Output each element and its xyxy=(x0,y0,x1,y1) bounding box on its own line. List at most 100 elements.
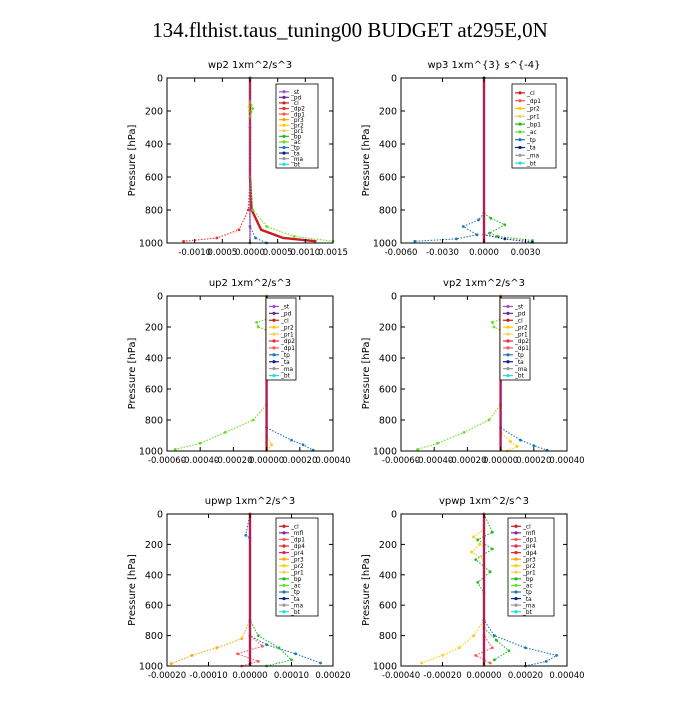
series-point-dp1 xyxy=(261,644,264,648)
series-point-pr2 xyxy=(457,646,461,650)
legend-label: _pr1 xyxy=(526,115,540,121)
series-line-pr2 xyxy=(248,78,251,243)
legend-marker-ta xyxy=(506,360,510,364)
x-tick-label: -0.00020 xyxy=(148,671,186,681)
legend-label: _cl xyxy=(290,524,299,530)
series-point-ac xyxy=(173,448,177,451)
legend-marker-tp xyxy=(272,353,276,357)
legend-marker-pr2 xyxy=(518,106,522,111)
series-point-tp xyxy=(244,533,248,537)
legend-label: _cl xyxy=(514,318,523,324)
legend: _cl_mfl_dp1_pr4_dp4_pr3_pr2_pr1_bp_ac_tp… xyxy=(507,517,555,617)
legend-marker-cl xyxy=(282,524,286,528)
legend-marker-bt xyxy=(282,162,286,166)
y-axis-label: Pressure [hPa] xyxy=(361,554,372,626)
x-tick-label: -0.00060 xyxy=(148,456,186,466)
series-point-tp xyxy=(555,654,558,657)
legend-label: _bp1 xyxy=(526,122,541,128)
legend-label: _st xyxy=(290,90,300,96)
legend-marker-dp1 xyxy=(272,346,276,350)
legend-label: _dp1 xyxy=(290,538,305,544)
chart-panel-6: vpwp 1xm^2/s^3 Pressure [hPa] 0 200 400 600 80… xyxy=(361,496,585,681)
series-point-ac xyxy=(492,325,496,329)
y-axis-label: Pressure [hPa] xyxy=(361,338,372,410)
y-tick-label: 800 xyxy=(379,416,397,427)
series-point-tp xyxy=(294,652,297,656)
legend-label: _pr2 xyxy=(526,107,540,113)
legend: _cl _dp1 _pr2 _pr1_bp1 _ac _tp _ta _ma_bt xyxy=(511,83,557,169)
legend-marker-pr1 xyxy=(518,114,522,118)
series-point-bp xyxy=(490,530,494,534)
y-tick-label: 1000 xyxy=(139,447,163,458)
legend-marker-dp1 xyxy=(514,537,518,542)
x-tick-label: 0.00040 xyxy=(315,456,350,466)
legend-marker-ac xyxy=(514,583,518,588)
x-tick-label: 0.00000 xyxy=(232,671,267,681)
x-tick-label: 0.0000 xyxy=(235,248,265,258)
series-line-dp2 xyxy=(183,78,251,242)
legend-label: _ma xyxy=(514,367,528,373)
y-axis-label: Pressure [hPa] xyxy=(127,554,138,626)
y-tick-label: 0 xyxy=(391,510,397,521)
series-point-dp1 xyxy=(256,660,260,663)
chart-title: vp2 1xm^2/s^3 xyxy=(443,278,525,289)
legend-marker-cl xyxy=(272,318,276,322)
legend-marker-bt xyxy=(518,161,522,165)
y-tick-label: 600 xyxy=(145,385,163,396)
y-tick-label: 800 xyxy=(145,416,163,427)
series-point-bp xyxy=(507,649,511,653)
legend-marker-bp xyxy=(282,134,286,138)
y-tick-label: 400 xyxy=(145,140,163,151)
legend-marker-dp4 xyxy=(282,544,286,548)
legend-marker-bt xyxy=(514,610,518,614)
series-point-ac xyxy=(487,418,491,422)
series-point-bp1 xyxy=(488,231,491,235)
series-line-ac xyxy=(417,296,502,450)
x-tick-label: 0.00040 xyxy=(549,671,584,681)
x-tick-label: 0.0015 xyxy=(318,248,348,258)
legend-label: _ta xyxy=(290,597,300,603)
x-tick-label: -0.00020 xyxy=(214,456,252,466)
y-axis-label: Pressure [hPa] xyxy=(127,338,138,410)
legend-label: _ta xyxy=(280,360,290,366)
series-point-ac xyxy=(292,235,296,238)
legend: _cl_mfl_dp1_dp4_pr4_pr3_pr2_pr1_bp_ac_tp… xyxy=(275,517,319,617)
chart-title: up2 1xm^2/s^3 xyxy=(209,278,291,289)
legend: _st_pd_cl_dp2_dp1_pr3_pr2_pr1_bp_ac_tp_t… xyxy=(275,83,319,168)
legend-label: _dp2 xyxy=(290,107,305,113)
legend-marker-pr3 xyxy=(282,118,286,122)
legend-label: _ta xyxy=(290,151,300,157)
x-tick-label: -0.00020 xyxy=(448,456,486,466)
legend-label: _mfl xyxy=(290,531,304,537)
y-tick-label: 0 xyxy=(157,74,163,85)
y-tick-label: 800 xyxy=(379,206,397,217)
series-point-ac xyxy=(255,321,258,324)
legend-box xyxy=(265,297,297,381)
chart-panel-4: vp2 1xm^2/s^3 Pressure [hPa] 0 200 400 600 800… xyxy=(361,278,585,466)
legend-label: _pr1 xyxy=(514,332,528,338)
legend-label: _ma xyxy=(290,603,304,609)
legend-label: _pr3 xyxy=(290,557,304,563)
legend-marker-ma xyxy=(514,603,518,607)
legend-marker-dp1 xyxy=(518,99,522,103)
series-point-pr3 xyxy=(240,637,244,640)
y-tick-label: 200 xyxy=(145,107,163,118)
legend-marker-ma xyxy=(272,367,276,371)
legend: _st_pd_cl_pr2_pr1_dp2_dp1_tp_ta_ma_bt xyxy=(265,297,297,381)
series-point-ac xyxy=(490,321,494,324)
series-point-tp xyxy=(254,236,257,240)
legend-marker-pr4 xyxy=(514,544,518,548)
chart-panel-3: up2 1xm^2/s^3 Pressure [hPa] 0 200 400 600 800… xyxy=(127,278,351,466)
legend-label: _cl xyxy=(526,91,535,97)
legend-marker-pr3 xyxy=(514,557,518,561)
legend-marker-pd xyxy=(272,311,276,315)
legend-label: _ta xyxy=(522,597,532,603)
series-point-tp xyxy=(532,444,536,447)
legend-marker-ta xyxy=(514,596,518,601)
series-point-pr3 xyxy=(215,646,219,650)
legend-label: _ac xyxy=(290,140,301,146)
legend-marker-bp xyxy=(282,577,286,581)
x-tick-label: 0.00020 xyxy=(315,671,350,681)
legend-label: _st xyxy=(514,305,524,311)
y-tick-label: 800 xyxy=(145,631,163,642)
